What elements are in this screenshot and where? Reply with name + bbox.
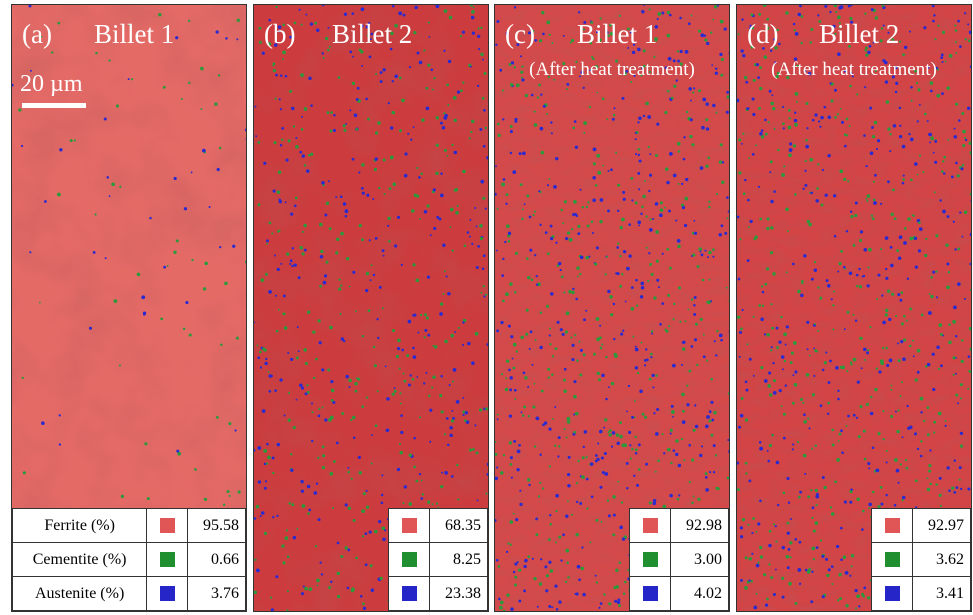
phase-swatch-cell: [630, 543, 671, 577]
phase-row: Ferrite (%) 95.58: [13, 509, 246, 543]
phase-row: 3.00: [630, 543, 729, 577]
panel-title: Billet 1: [94, 19, 174, 50]
phase-value: 3.41: [913, 577, 971, 611]
phase-value: 3.62: [913, 543, 971, 577]
panel-subtitle: (After heat treatment): [737, 59, 971, 81]
phase-swatch-cell: [872, 577, 913, 611]
phase-swatch-cell: [147, 577, 188, 611]
panel-label: (d): [747, 19, 778, 50]
phase-value: 68.35: [430, 509, 488, 543]
phase-swatch: [885, 586, 900, 601]
phase-row: 23.38: [389, 577, 488, 611]
phase-value: 23.38: [430, 577, 488, 611]
panel-subtitle: (After heat treatment): [495, 59, 729, 81]
panel-label: (b): [264, 19, 295, 50]
phase-swatch-cell: [147, 509, 188, 543]
phase-value: 92.98: [671, 509, 729, 543]
phase-value: 92.97: [913, 509, 971, 543]
phase-value: 95.58: [188, 509, 246, 543]
panel-label: (c): [505, 19, 535, 50]
phase-swatch: [160, 552, 175, 567]
phase-swatch: [160, 586, 175, 601]
phase-swatch-cell: [389, 543, 430, 577]
phase-swatch-cell: [872, 509, 913, 543]
phase-swatch-cell: [389, 577, 430, 611]
phase-row: 92.97: [872, 509, 971, 543]
panel-label: (a): [22, 19, 52, 50]
phase-row: 92.98: [630, 509, 729, 543]
phase-row: Austenite (%) 3.76: [13, 577, 246, 611]
figure: (a)Billet 120 µmFerrite (%)95.58Cementit…: [0, 0, 973, 615]
phase-swatch: [402, 552, 417, 567]
phase-swatch: [643, 586, 658, 601]
phase-swatch: [643, 518, 658, 533]
phase-row: 3.41: [872, 577, 971, 611]
panel-title: Billet 2: [332, 19, 412, 50]
phase-swatch: [402, 518, 417, 533]
scale-bar: [22, 103, 86, 108]
panel-title: Billet 1: [577, 19, 657, 50]
phase-swatch-cell: [630, 577, 671, 611]
phase-swatch-cell: [872, 543, 913, 577]
phase-value: 0.66: [188, 543, 246, 577]
phase-row: Cementite (%) 0.66: [13, 543, 246, 577]
phase-name: Austenite (%): [13, 577, 147, 611]
phase-value: 3.76: [188, 577, 246, 611]
phase-swatch: [885, 518, 900, 533]
phase-value: 4.02: [671, 577, 729, 611]
phase-swatch: [643, 552, 658, 567]
phase-swatch: [885, 552, 900, 567]
phase-swatch: [402, 586, 417, 601]
phase-swatch: [160, 518, 175, 533]
phase-row: 3.62: [872, 543, 971, 577]
panel-title: Billet 2: [819, 19, 899, 50]
phase-swatch-cell: [147, 543, 188, 577]
phase-name: Cementite (%): [13, 543, 147, 577]
phase-value: 8.25: [430, 543, 488, 577]
scale-bar-label: 20 µm: [20, 71, 83, 98]
phase-row: 68.35: [389, 509, 488, 543]
phase-swatch-cell: [389, 509, 430, 543]
phase-swatch-cell: [630, 509, 671, 543]
phase-value: 3.00: [671, 543, 729, 577]
phase-row: 4.02: [630, 577, 729, 611]
phase-row: 8.25: [389, 543, 488, 577]
phase-name: Ferrite (%): [13, 509, 147, 543]
